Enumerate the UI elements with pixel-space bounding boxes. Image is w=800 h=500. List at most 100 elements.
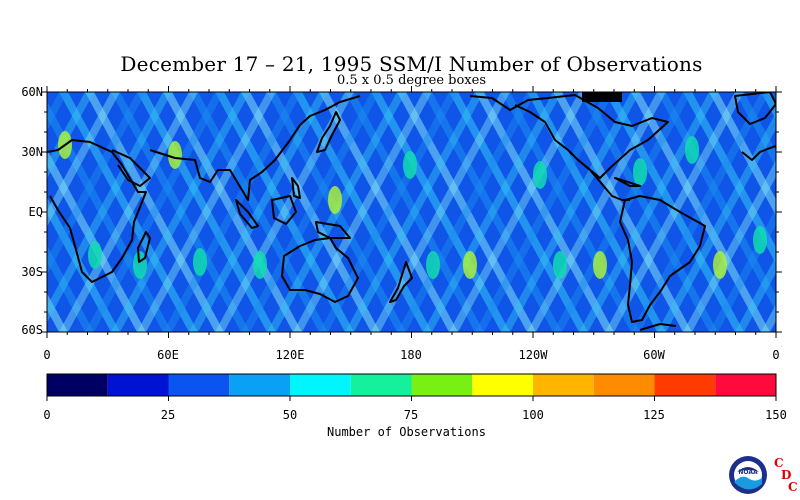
colorbar-label-100: 100 (522, 408, 544, 422)
lat-label-30n: 30N (21, 145, 43, 159)
high-count-patch (426, 251, 440, 279)
swath-band (449, 92, 588, 332)
swath-band (501, 92, 640, 332)
swath-band (345, 92, 484, 332)
swath-band (47, 92, 94, 179)
coastline-antarctica (639, 323, 677, 331)
high-count-patch (168, 141, 182, 169)
colorbar-bin (654, 374, 716, 396)
swath-band (47, 149, 146, 332)
high-count-patch (533, 161, 547, 189)
colorbar-bin (593, 374, 655, 396)
swath-band (735, 256, 776, 332)
axis-ticks (41, 86, 782, 338)
swath-band (111, 92, 250, 332)
cdc-letter-d: D (781, 468, 791, 482)
swath-band (475, 92, 614, 332)
swath-band (241, 92, 380, 332)
noaa-cdc-logo: NOAA C D C (729, 456, 798, 494)
coastlines (47, 92, 776, 331)
lon-label-120w: 120W (518, 348, 548, 362)
swath-band (683, 160, 776, 332)
lat-label-eq: EQ (28, 205, 43, 219)
high-count-patch (193, 248, 207, 276)
coastline-greenland (734, 92, 776, 125)
coastline-madagascar (137, 231, 151, 263)
map-subtitle: 0.5 x 0.5 degree boxes (337, 73, 486, 88)
lat-label-60s: 60S (21, 323, 43, 337)
colorbar-label-50: 50 (282, 408, 298, 422)
swath-band (579, 92, 718, 332)
arctic-land-mask (582, 92, 622, 102)
swath-band (59, 92, 198, 332)
swath-band (423, 92, 562, 332)
swath-band (47, 197, 120, 332)
high-count-patch (88, 241, 102, 269)
swath-band (47, 92, 172, 323)
lon-label-180: 180 (400, 348, 422, 362)
coastline-arabia (111, 149, 151, 187)
high-count-patch (753, 226, 767, 254)
colorbar-bin (472, 374, 533, 396)
swath-band (371, 92, 510, 332)
coastline-asia (149, 95, 361, 201)
colorbar-label-125: 125 (643, 408, 665, 422)
lat-label-60n: 60N (21, 85, 43, 99)
lat-label-30s: 30S (21, 265, 43, 279)
lon-label-60e: 60E (157, 348, 179, 362)
lon-label-60w: 60W (643, 348, 665, 362)
swath-band (0, 92, 16, 332)
coastline-central-america (577, 159, 630, 201)
coastline-cuba (614, 177, 641, 187)
swath-band (397, 92, 536, 332)
swath-band (0, 92, 16, 332)
swath-band (85, 92, 224, 332)
colorbar (46, 373, 777, 401)
swath-band (605, 92, 744, 332)
swath-band (345, 92, 484, 332)
high-count-patch (403, 151, 417, 179)
swath-band (189, 92, 328, 332)
swath-band (475, 92, 614, 332)
colorbar-bin (168, 374, 230, 396)
colorbar-bin (533, 374, 594, 396)
swath-band (423, 92, 562, 332)
swath-band (47, 101, 172, 332)
colorbar-label-75: 75 (403, 408, 419, 422)
swath-band (631, 92, 770, 332)
colorbar-bin (290, 374, 351, 396)
swath-band (59, 92, 198, 332)
colorbar-label-25: 25 (160, 408, 176, 422)
coastline-borneo (271, 195, 297, 225)
high-count-patch (685, 136, 699, 164)
swath-band (761, 304, 776, 332)
cdc-letter-c2: C (788, 480, 798, 494)
swath-band (449, 92, 588, 332)
swath-band (683, 92, 776, 264)
coastline-south-america (619, 195, 706, 323)
swath-band (657, 112, 776, 332)
swath-band (787, 92, 800, 332)
lon-label-0: 0 (43, 348, 51, 362)
coastline-north-america (469, 94, 669, 179)
swath-band (241, 92, 380, 332)
swath-band (215, 92, 354, 332)
coastline-philippines (291, 177, 301, 199)
swath-band (319, 92, 458, 332)
swath-band (787, 92, 800, 332)
cdc-letter-c1: C (774, 456, 784, 470)
coastline-japan (316, 111, 341, 153)
colorbar-bin (411, 374, 473, 396)
colorbar-title: Number of Observations (327, 425, 486, 439)
swath-band (47, 92, 68, 131)
swath-band (709, 92, 776, 216)
swath-band (605, 92, 744, 332)
colorbar-bin (47, 374, 108, 396)
swath-band (137, 92, 276, 332)
swath-band (189, 92, 328, 332)
swath-band (47, 92, 146, 275)
coastline-sumatra (235, 199, 259, 229)
high-count-patch (593, 251, 607, 279)
colorbar-bin (715, 374, 776, 396)
